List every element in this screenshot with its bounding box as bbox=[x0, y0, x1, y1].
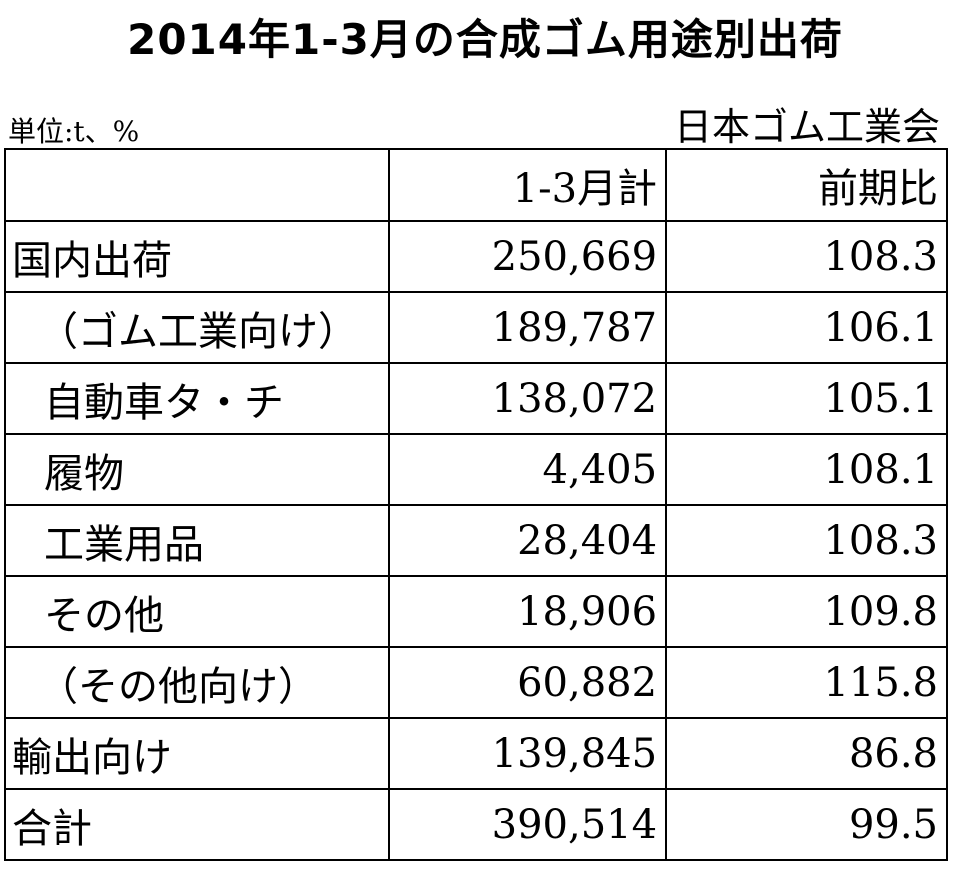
row-total: 390,514 bbox=[387, 788, 668, 861]
header-cell-ratio: 前期比 bbox=[665, 148, 948, 222]
row-total: 4,405 bbox=[387, 433, 668, 506]
row-label: （ゴム工業向け） bbox=[4, 291, 390, 364]
table-header-row: 1-3月計 前期比 bbox=[4, 148, 948, 222]
row-ratio: 115.8 bbox=[665, 646, 948, 719]
row-ratio: 86.8 bbox=[665, 717, 948, 790]
row-ratio: 105.1 bbox=[665, 362, 948, 435]
table-row: その他 18,906 109.8 bbox=[4, 575, 948, 648]
row-total: 139,845 bbox=[387, 717, 668, 790]
row-ratio: 106.1 bbox=[665, 291, 948, 364]
table-row: 国内出荷 250,669 108.3 bbox=[4, 220, 948, 293]
table-row: 合計 390,514 99.5 bbox=[4, 788, 948, 861]
row-label: 輸出向け bbox=[4, 717, 390, 790]
table-row: 自動車タ・チ 138,072 105.1 bbox=[4, 362, 948, 435]
source-label: 日本ゴム工業会 bbox=[673, 105, 940, 149]
row-label: 工業用品 bbox=[4, 504, 390, 577]
table-row: 工業用品 28,404 108.3 bbox=[4, 504, 948, 577]
row-label: 国内出荷 bbox=[4, 220, 390, 293]
row-label: 履物 bbox=[4, 433, 390, 506]
header-cell-total: 1-3月計 bbox=[387, 148, 668, 222]
row-ratio: 109.8 bbox=[665, 575, 948, 648]
table-row: （その他向け） 60,882 115.8 bbox=[4, 646, 948, 719]
row-ratio: 108.3 bbox=[665, 220, 948, 293]
row-label: （その他向け） bbox=[4, 646, 390, 719]
row-total: 18,906 bbox=[387, 575, 668, 648]
unit-note: 単位:t、% bbox=[8, 115, 140, 148]
page-title: 2014年1-3月の合成ゴム用途別出荷 bbox=[127, 15, 843, 64]
row-total: 28,404 bbox=[387, 504, 668, 577]
row-ratio: 108.3 bbox=[665, 504, 948, 577]
row-total: 60,882 bbox=[387, 646, 668, 719]
row-total: 138,072 bbox=[387, 362, 668, 435]
shipment-table: 1-3月計 前期比 国内出荷 250,669 108.3 （ゴム工業向け） 18… bbox=[4, 148, 948, 861]
row-label: 合計 bbox=[4, 788, 390, 861]
table-row: 輸出向け 139,845 86.8 bbox=[4, 717, 948, 790]
row-label: その他 bbox=[4, 575, 390, 648]
row-ratio: 108.1 bbox=[665, 433, 948, 506]
row-ratio: 99.5 bbox=[665, 788, 948, 861]
row-total: 189,787 bbox=[387, 291, 668, 364]
table-row: （ゴム工業向け） 189,787 106.1 bbox=[4, 291, 948, 364]
table-row: 履物 4,405 108.1 bbox=[4, 433, 948, 506]
header-cell-label bbox=[4, 148, 390, 222]
row-total: 250,669 bbox=[387, 220, 668, 293]
row-label: 自動車タ・チ bbox=[4, 362, 390, 435]
